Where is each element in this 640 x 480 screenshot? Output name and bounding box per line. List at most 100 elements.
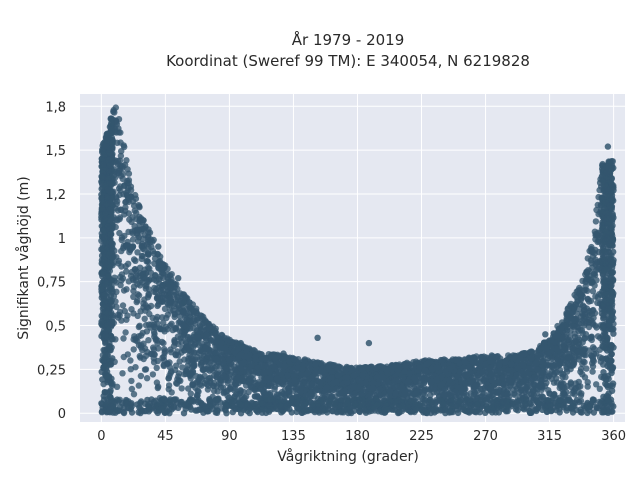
data-point bbox=[510, 390, 518, 397]
data-point bbox=[118, 234, 126, 241]
data-point bbox=[401, 368, 408, 375]
data-point bbox=[534, 352, 541, 359]
data-point bbox=[184, 366, 191, 373]
data-point bbox=[479, 368, 486, 376]
data-point bbox=[607, 357, 615, 364]
data-point bbox=[108, 117, 116, 125]
data-point bbox=[117, 129, 124, 136]
data-point bbox=[135, 382, 142, 389]
data-point bbox=[410, 364, 417, 371]
data-point bbox=[548, 337, 555, 344]
data-point bbox=[307, 393, 314, 400]
data-point bbox=[342, 366, 349, 373]
data-point bbox=[350, 372, 357, 379]
data-point bbox=[188, 348, 195, 355]
data-point bbox=[572, 384, 579, 392]
data-point bbox=[581, 334, 589, 342]
data-point bbox=[516, 388, 523, 396]
data-point bbox=[198, 312, 205, 320]
data-point bbox=[592, 230, 599, 238]
data-point bbox=[481, 384, 488, 392]
data-point bbox=[235, 374, 242, 382]
data-point bbox=[123, 189, 130, 197]
data-point bbox=[128, 377, 135, 385]
data-point bbox=[158, 338, 166, 346]
data-point bbox=[504, 367, 512, 374]
data-point bbox=[488, 370, 495, 377]
data-point bbox=[270, 362, 277, 370]
data-point bbox=[226, 336, 233, 344]
data-point bbox=[573, 288, 580, 295]
data-point bbox=[565, 305, 572, 312]
data-point bbox=[98, 195, 105, 202]
data-point bbox=[128, 385, 136, 393]
data-point bbox=[178, 385, 185, 392]
data-point bbox=[194, 392, 201, 399]
data-point bbox=[187, 390, 194, 397]
data-point bbox=[192, 340, 199, 347]
data-point bbox=[592, 293, 599, 300]
data-point bbox=[608, 369, 615, 377]
data-point bbox=[98, 246, 105, 253]
data-point bbox=[467, 390, 474, 397]
data-point bbox=[571, 391, 578, 398]
data-point bbox=[135, 227, 142, 234]
data-point bbox=[535, 345, 543, 353]
data-point bbox=[592, 218, 600, 225]
data-point bbox=[248, 362, 255, 369]
data-point bbox=[325, 362, 332, 370]
data-point bbox=[385, 379, 392, 387]
data-point bbox=[589, 363, 597, 370]
data-point bbox=[255, 379, 262, 386]
data-point bbox=[333, 378, 340, 386]
data-point bbox=[553, 363, 561, 370]
data-point bbox=[312, 361, 319, 368]
data-point bbox=[204, 352, 211, 360]
data-point bbox=[579, 360, 586, 368]
data-point bbox=[410, 374, 418, 382]
data-point bbox=[165, 374, 172, 382]
data-point bbox=[578, 390, 585, 397]
data-point bbox=[180, 322, 188, 330]
data-point bbox=[290, 356, 298, 363]
data-point bbox=[452, 388, 459, 396]
data-point bbox=[245, 374, 253, 382]
data-point bbox=[202, 358, 209, 366]
data-point bbox=[135, 292, 143, 299]
data-point bbox=[505, 377, 513, 384]
data-point bbox=[188, 320, 195, 328]
data-point bbox=[170, 307, 177, 314]
data-point bbox=[153, 379, 161, 386]
data-point bbox=[526, 365, 533, 372]
data-point bbox=[297, 383, 304, 390]
data-point bbox=[530, 386, 537, 394]
data-point bbox=[153, 285, 160, 293]
data-point bbox=[266, 369, 273, 376]
data-point bbox=[571, 330, 578, 337]
data-point bbox=[151, 321, 158, 328]
data-point bbox=[273, 375, 281, 382]
data-point bbox=[132, 191, 139, 199]
data-point bbox=[557, 350, 564, 357]
data-point bbox=[165, 386, 172, 393]
data-point bbox=[454, 357, 461, 364]
data-point bbox=[569, 344, 577, 352]
data-point bbox=[574, 297, 581, 304]
data-point bbox=[136, 221, 143, 228]
data-point bbox=[195, 334, 202, 341]
data-point bbox=[583, 275, 590, 282]
data-point bbox=[581, 374, 589, 381]
data-point bbox=[117, 152, 125, 160]
data-point bbox=[120, 287, 128, 294]
data-point bbox=[570, 362, 577, 369]
data-point bbox=[487, 358, 494, 365]
data-point bbox=[134, 297, 141, 304]
data-point bbox=[135, 202, 142, 209]
data-point bbox=[114, 207, 122, 214]
data-point bbox=[119, 175, 127, 183]
data-point bbox=[135, 234, 143, 241]
data-point bbox=[215, 380, 223, 387]
data-point bbox=[391, 383, 398, 391]
data-point bbox=[118, 263, 125, 270]
data-point bbox=[301, 357, 308, 364]
